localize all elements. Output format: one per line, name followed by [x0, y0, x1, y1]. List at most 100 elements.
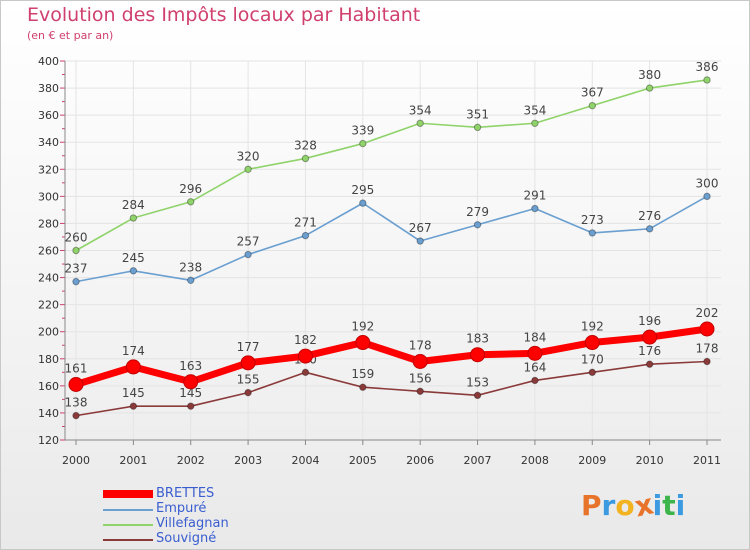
data-point [531, 376, 539, 385]
data-point [244, 250, 252, 259]
data-point [473, 221, 482, 229]
data-label: 271 [294, 216, 317, 230]
data-label: 354 [409, 103, 432, 117]
data-point [301, 368, 310, 377]
data-label: 178 [409, 338, 432, 352]
legend-label: Souvigné [156, 531, 217, 546]
x-tick-label: 2009 [578, 454, 606, 467]
x-tick-label: 2004 [291, 454, 319, 467]
data-label: 300 [696, 176, 719, 190]
data-label: 177 [237, 340, 260, 354]
y-tick-label: 280 [38, 217, 59, 230]
data-label: 192 [581, 320, 604, 334]
data-label: 155 [237, 373, 260, 387]
data-label: 183 [466, 332, 489, 346]
y-tick-label: 220 [38, 299, 59, 312]
data-point [244, 165, 252, 173]
series-line-brettes [74, 325, 708, 388]
y-tick-label: 340 [38, 136, 59, 149]
data-label: 296 [179, 182, 202, 196]
x-tick-label: 2002 [177, 454, 205, 467]
y-tick-label: 120 [38, 434, 59, 447]
data-point [129, 214, 138, 222]
x-tick-label: 2008 [521, 454, 549, 467]
data-point [416, 387, 424, 395]
data-label: 174 [122, 344, 145, 358]
data-point [642, 329, 658, 345]
logo-letter: o [615, 489, 635, 522]
data-point [125, 359, 141, 375]
legend-swatch [103, 490, 153, 498]
chart-subtitle: (en € et par an) [27, 29, 114, 42]
data-point [531, 119, 539, 127]
data-point [703, 192, 711, 201]
data-point [359, 199, 367, 207]
data-label: 192 [351, 320, 374, 334]
data-point [359, 139, 367, 148]
logo-letter: i [652, 489, 663, 522]
data-point [416, 237, 424, 245]
x-tick-label: 2001 [119, 454, 147, 467]
data-label: 351 [466, 107, 489, 121]
data-point [527, 345, 543, 361]
y-tick-label: 300 [38, 190, 59, 203]
x-tick-label: 2011 [693, 454, 721, 467]
data-point [703, 76, 711, 84]
y-tick-label: 320 [38, 163, 59, 176]
data-point [473, 391, 482, 400]
x-tick-label: 2003 [234, 454, 262, 467]
data-label: 145 [122, 386, 145, 400]
x-tick-label: 2005 [349, 454, 377, 467]
data-label: 182 [294, 333, 317, 347]
data-point [588, 229, 596, 237]
data-label: 328 [294, 138, 317, 152]
x-tick-label: 2010 [636, 454, 664, 467]
data-label: 161 [65, 362, 88, 376]
y-tick-label: 160 [38, 380, 59, 393]
data-label: 153 [466, 375, 489, 389]
data-point [187, 198, 195, 206]
chart-title: Evolution des Impôts locaux par Habitant [27, 4, 421, 26]
y-tick-label: 260 [38, 245, 59, 258]
legend-label: Villefagnan [156, 516, 229, 531]
data-point [183, 374, 199, 390]
data-point [699, 321, 715, 337]
data-point [531, 204, 539, 213]
data-label: 156 [409, 371, 432, 385]
logo-letter: P [581, 489, 602, 522]
y-tick-label: 200 [38, 326, 59, 339]
data-point [129, 267, 138, 275]
y-tick-label: 400 [38, 55, 59, 68]
data-label: 295 [351, 183, 374, 197]
data-point [72, 277, 80, 286]
data-label: 138 [65, 396, 88, 410]
data-point [187, 276, 195, 284]
y-tick-label: 380 [38, 82, 59, 95]
data-point [584, 335, 600, 351]
logo-letter: t [662, 489, 676, 522]
data-point [129, 402, 138, 410]
data-label: 273 [581, 213, 604, 227]
data-label: 339 [351, 124, 374, 138]
y-tick-label: 180 [38, 353, 59, 366]
data-point [412, 353, 428, 369]
data-point [470, 347, 486, 363]
y-tick-label: 240 [38, 272, 59, 285]
data-label: 176 [638, 344, 661, 358]
legend-swatch [103, 539, 153, 541]
data-label: 276 [638, 209, 661, 223]
data-label: 163 [179, 359, 202, 373]
data-label: 380 [638, 68, 661, 82]
data-label: 159 [351, 367, 374, 381]
data-label: 267 [409, 221, 432, 235]
data-label: 196 [638, 314, 661, 328]
data-point [301, 231, 310, 240]
data-label: 202 [696, 306, 719, 320]
data-label: 284 [122, 198, 145, 212]
data-label: 164 [523, 360, 546, 374]
series-line-souvigné [75, 360, 708, 417]
data-label: 237 [65, 262, 88, 276]
legend-label: BRETTES [156, 486, 215, 501]
